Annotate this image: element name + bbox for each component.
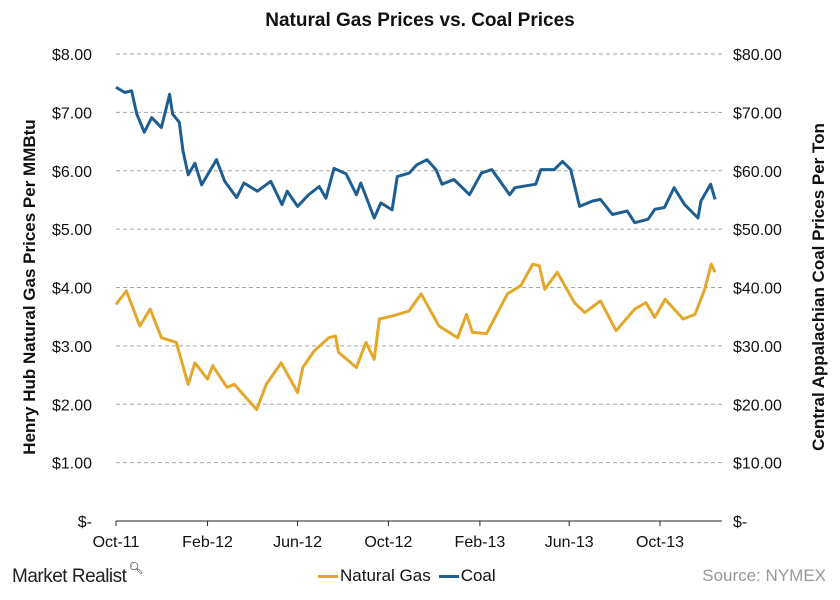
x-tick-label: Oct-13 [636,534,684,551]
right-tick-label: $- [733,514,747,531]
legend-swatch-coal [438,574,459,578]
left-tick-label: $8.00 [52,47,92,64]
gridlines [116,53,722,464]
x-tick-label: Jun-13 [545,534,594,551]
right-axis-label: Central Appalachian Coal Prices Per Ton [809,123,828,451]
left-tick-label: $- [78,514,92,531]
right-tick-label: $60.00 [733,164,782,181]
left-axis-ticks: $- $1.00 $2.00 $3.00 $4.00 $5.00 $6.00 $7.00 $8.… [52,47,92,531]
x-tick-label: Oct-11 [93,534,140,551]
left-tick-label: $2.00 [52,397,92,414]
left-tick-label: $5.00 [52,222,92,239]
series-lines [114,86,717,411]
series-line-coal [115,86,717,225]
magnifier-icon: 🔍︎ [128,561,144,575]
x-tick-label: Jun-12 [273,534,322,551]
x-tick-label: Feb-13 [455,534,506,551]
right-tick-label: $70.00 [733,105,782,122]
left-axis-label: Henry Hub Natural Gas Prices Per MMBtu [20,119,39,454]
brand-logo: Market Realist 🔍︎ [12,562,144,588]
legend-label-coal: Coal [460,566,496,585]
right-tick-label: $10.00 [733,456,782,473]
left-tick-label: $7.00 [52,105,92,122]
legend: Natural Gas Coal [318,566,496,586]
left-tick-label: $6.00 [52,164,92,181]
right-tick-label: $30.00 [733,339,782,356]
source-note: Source: NYMEX [702,566,826,585]
x-tick-label: Feb-12 [182,534,233,551]
right-axis-ticks: $- $10.00 $20.00 $30.00 $40.00 $50.00 $60.00 $7… [733,47,782,531]
brand-name: Market Realist [12,566,127,587]
left-tick-label: $4.00 [52,281,92,298]
x-axis: Oct-11 Feb-12 Jun-12 Oct-12 Feb-13 Jun-13 Oct-… [93,520,722,551]
right-tick-label: $50.00 [733,222,782,239]
right-tick-label: $40.00 [733,281,782,298]
legend-swatch-natural-gas [318,574,338,578]
right-tick-label: $80.00 [733,47,782,64]
series-line-natural-gas [114,262,717,411]
left-tick-label: $1.00 [52,456,92,473]
x-tick-label: Oct-12 [364,534,412,551]
chart-title: Natural Gas Prices vs. Coal Prices [265,10,575,31]
legend-label-natural-gas: Natural Gas [340,566,431,585]
right-tick-label: $20.00 [733,397,782,414]
left-tick-label: $3.00 [52,339,92,356]
